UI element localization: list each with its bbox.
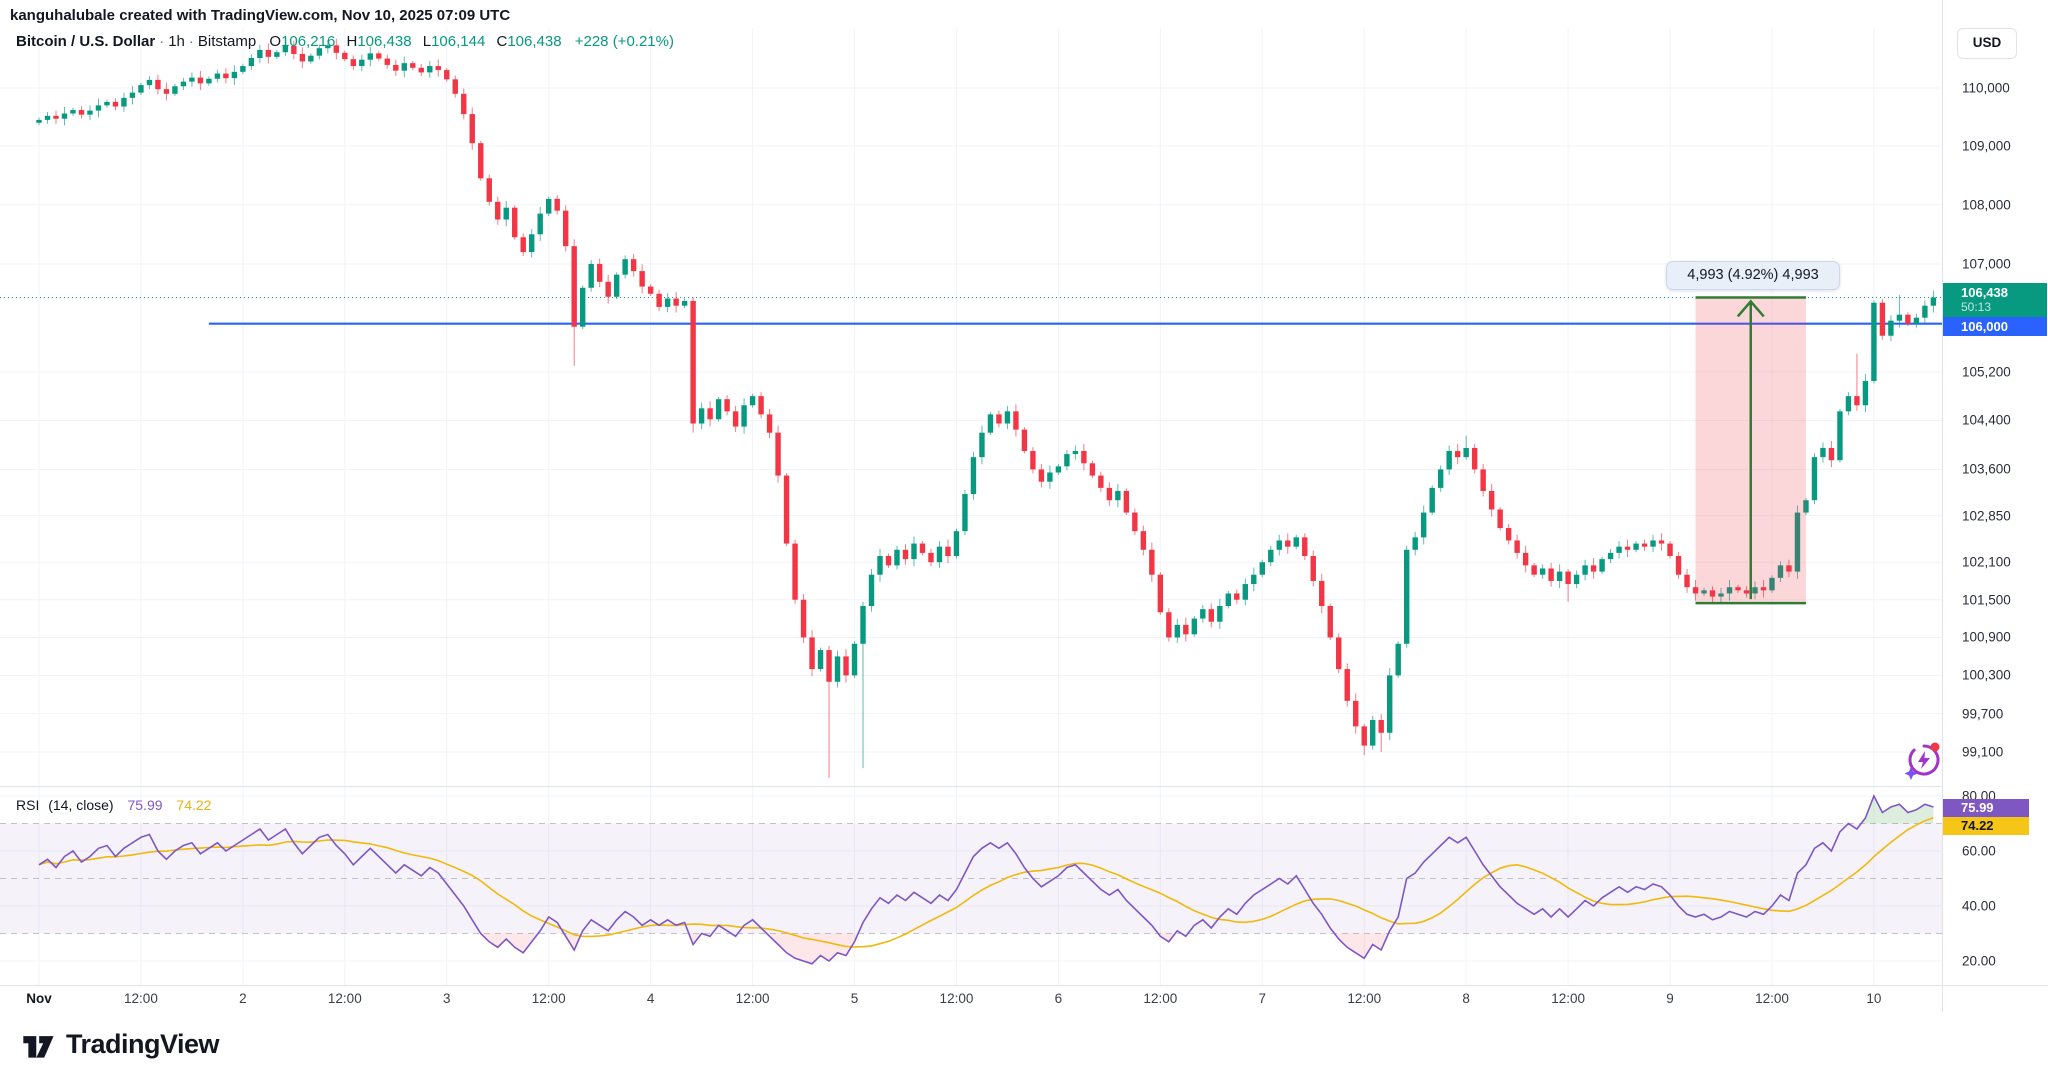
bar-countdown: 50:13	[1961, 300, 1992, 314]
time-axis-label: 5	[850, 991, 859, 1006]
time-axis-label: 12:00	[1347, 991, 1382, 1006]
rsi-badge: 75.99	[1943, 799, 2029, 817]
tradingview-logo-icon	[23, 1036, 54, 1058]
watermark-text: kanguhalubale created with TradingView.c…	[10, 7, 511, 24]
time-axis-label: 12:00	[735, 991, 770, 1006]
low-value: 106,144	[431, 33, 486, 50]
symbol-legend[interactable]: Bitcoin / U.S. Dollar · 1h · Bitstamp O106,2…	[16, 33, 674, 50]
open-label: O	[269, 33, 282, 50]
legend-separator: ·	[188, 33, 194, 50]
rsi-ma-value: 74.22	[176, 797, 212, 813]
time-axis-label: 3	[442, 991, 451, 1006]
price-axis-label: 103,600	[1962, 461, 2011, 477]
rsi-value: 75.99	[127, 797, 163, 813]
price-axis-label: 99,700	[1962, 706, 2004, 722]
flash-news-icon[interactable]	[1904, 740, 1944, 780]
time-axis-label: 12:00	[939, 991, 974, 1006]
rsi-axis-label: 40.00	[1962, 898, 1996, 914]
time-axis-label: 6	[1054, 991, 1063, 1006]
price-axis-label: 109,000	[1962, 138, 2011, 154]
level-price-badge: 106,000	[1943, 317, 2047, 336]
price-axis-label: 102,100	[1962, 554, 2011, 570]
price-axis-label: 108,000	[1962, 197, 2011, 213]
rsi-title: RSI	[16, 797, 40, 813]
time-axis-label: Nov	[26, 991, 52, 1006]
time-axis[interactable]	[0, 985, 1942, 1013]
time-axis-label: 7	[1258, 991, 1267, 1006]
rsi-axis-label: 20.00	[1962, 953, 1996, 969]
rsi-params: (14, close)	[48, 797, 114, 813]
low-label: L	[422, 33, 432, 50]
time-axis-label: 2	[239, 991, 247, 1006]
time-axis-label: 12:00	[1143, 991, 1178, 1006]
price-axis-label: 101,500	[1962, 592, 2011, 608]
last-price-badge: 106,438 50:13	[1943, 283, 2047, 317]
time-axis-label: 12:00	[531, 991, 566, 1006]
symbol-title[interactable]: Bitcoin / U.S. Dollar	[16, 33, 156, 50]
close-label: C	[496, 33, 508, 50]
time-axis-label: 12:00	[1755, 991, 1789, 1006]
tradingview-brand[interactable]: TradingView	[16, 1026, 220, 1062]
time-axis-label: 12:00	[327, 991, 362, 1006]
change-value: +228 (+0.21%)	[574, 33, 674, 50]
time-axis-label: 4	[646, 991, 655, 1006]
currency-toggle-button[interactable]: USD	[1957, 28, 2017, 59]
exchange-label[interactable]: Bitstamp	[197, 33, 257, 50]
high-label: H	[346, 33, 358, 50]
time-axis-label: 12:00	[1551, 991, 1585, 1006]
time-axis-label: 8	[1462, 991, 1470, 1006]
rsi-axis-label: 60.00	[1962, 843, 1996, 859]
price-axis-label: 110,000	[1962, 80, 2010, 96]
price-range-measurement-label[interactable]: 4,993 (4.92%) 4,993	[1666, 261, 1840, 290]
price-axis-label: 100,900	[1962, 629, 2011, 645]
high-value: 106,438	[357, 33, 412, 50]
time-axis-label: 9	[1666, 991, 1674, 1006]
footer-bar: TradingView	[0, 1012, 2048, 1082]
axis-corner	[1942, 985, 2048, 1013]
price-axis-label: 105,200	[1962, 364, 2011, 380]
price-axis-label: 100,300	[1962, 667, 2011, 683]
time-axis-label: 12:00	[124, 991, 158, 1006]
close-value: 106,438	[507, 33, 562, 50]
price-axis-label: 107,000	[1962, 256, 2011, 272]
price-axis-label: 99,100	[1962, 744, 2004, 760]
price-axis-label: 102,850	[1962, 508, 2011, 524]
interval-label[interactable]: 1h	[168, 33, 185, 50]
rsi-legend[interactable]: RSI (14, close) 75.99 74.22	[16, 797, 211, 813]
rsi-ma-badge: 74.22	[1943, 817, 2029, 835]
time-axis-label: 10	[1866, 991, 1882, 1006]
tradingview-brand-text: TradingView	[66, 1028, 220, 1059]
open-value: 106,216	[281, 33, 336, 50]
legend-separator: ·	[159, 33, 165, 50]
price-axis-label: 104,400	[1962, 412, 2011, 428]
last-price-value: 106,438	[1961, 285, 2008, 300]
